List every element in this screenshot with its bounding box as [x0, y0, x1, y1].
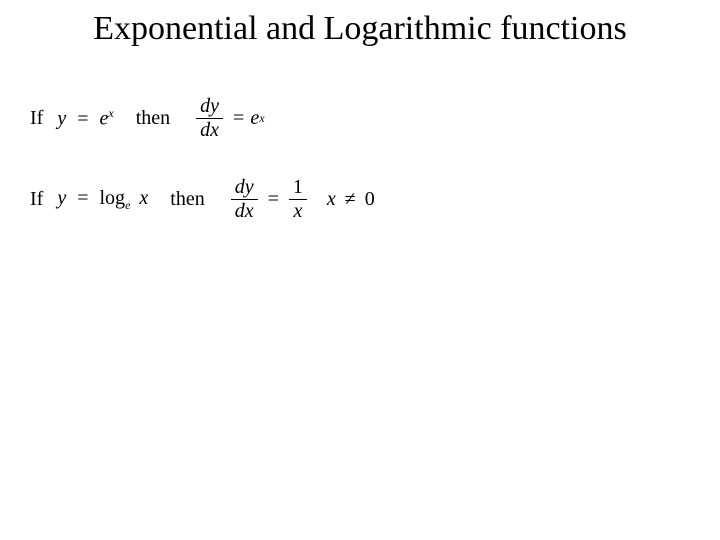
- zero: 0: [365, 188, 375, 210]
- then-label: then: [170, 188, 204, 211]
- numerator-one: 1: [289, 176, 307, 200]
- var-x: x: [327, 188, 336, 210]
- slide: Exponential and Logarithmic functions If…: [0, 0, 720, 540]
- equals: =: [77, 187, 88, 209]
- numerator-dy: dy: [231, 176, 258, 200]
- expr-y-eq-logx: y = loge x: [57, 187, 148, 213]
- rule-logarithmic: If y = loge x then dy dx = 1 x x ≠ 0: [30, 176, 375, 223]
- equals: =: [268, 188, 279, 211]
- equals: =: [77, 108, 88, 130]
- then-label: then: [136, 107, 170, 130]
- equals: =: [233, 107, 244, 130]
- var-y: y: [57, 187, 66, 209]
- dy-dx-fraction: dy dx: [196, 95, 223, 142]
- var-y: y: [57, 108, 66, 130]
- expr-y-eq-ex: y = ex: [57, 106, 113, 131]
- denominator-dx: dx: [196, 119, 223, 142]
- if-label: If: [30, 107, 43, 130]
- condition-x-neq-0: x ≠ 0: [327, 188, 375, 211]
- numerator-dy: dy: [196, 95, 223, 119]
- one-over-x-fraction: 1 x: [289, 176, 307, 223]
- exponent-x: x: [108, 106, 113, 120]
- slide-title: Exponential and Logarithmic functions: [0, 10, 720, 48]
- denominator-dx: dx: [231, 200, 258, 223]
- log-word: log: [100, 187, 126, 209]
- denominator-x: x: [289, 200, 307, 223]
- exponent-x: x: [259, 111, 264, 126]
- slide-body: If y = ex then dy dx = ex If y = loge x: [30, 95, 375, 257]
- var-x: x: [139, 187, 148, 209]
- if-label: If: [30, 188, 43, 211]
- not-equal-sign: ≠: [345, 188, 356, 210]
- dy-dx-fraction: dy dx: [231, 176, 258, 223]
- const-e: e: [250, 107, 259, 130]
- log-base-e: e: [125, 198, 130, 212]
- rule-exponential: If y = ex then dy dx = ex: [30, 95, 375, 142]
